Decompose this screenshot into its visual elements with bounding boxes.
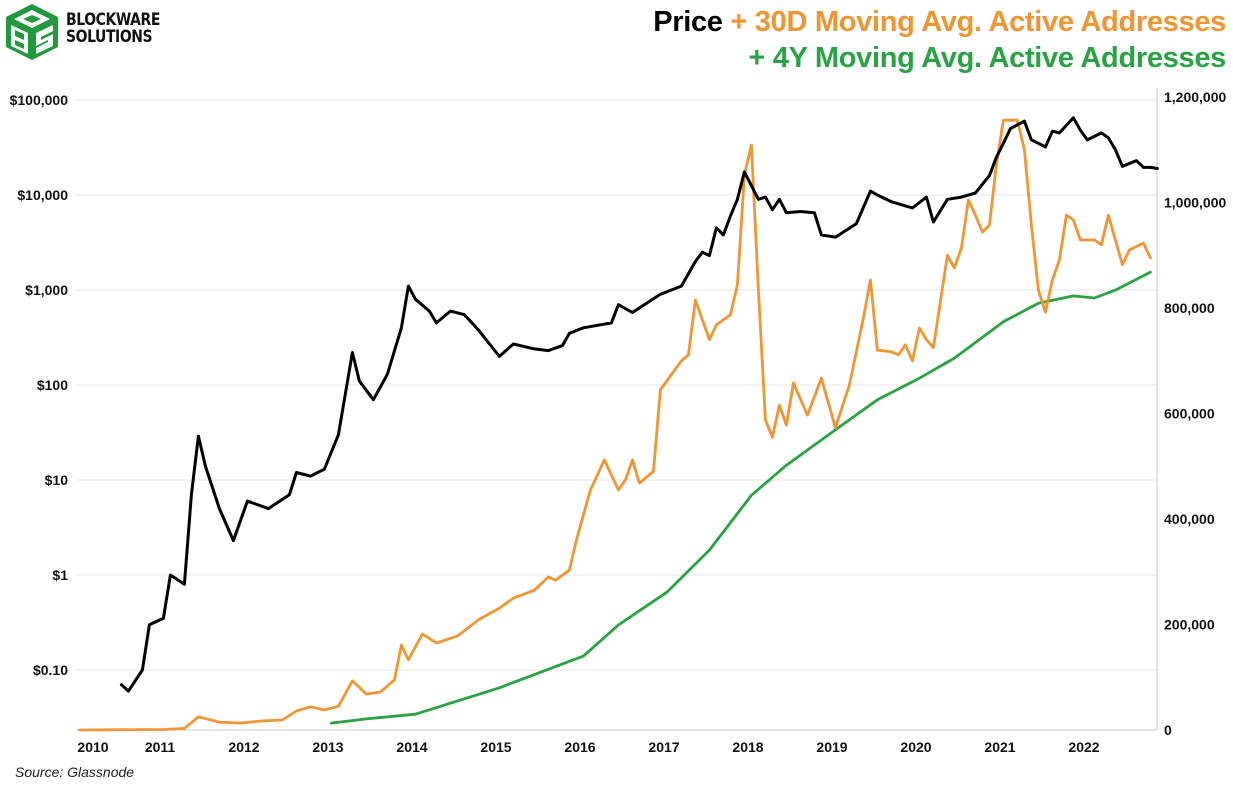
x-tick-label: 2014	[396, 739, 427, 755]
right-tick-label: 1,200,000	[1164, 89, 1226, 105]
series-line-ma4y	[330, 270, 1152, 725]
right-tick-label: 200,000	[1164, 617, 1215, 633]
brand-line2: SOLUTIONS	[66, 27, 153, 47]
left-axis-ticks: $100,000 $10,000 $1,000 $100 $10 $1 $0.10	[10, 92, 69, 678]
left-tick-label: $10,000	[17, 187, 68, 203]
series-lines	[78, 116, 1159, 732]
series-line-price	[119, 116, 1159, 693]
left-tick-label: $1,000	[25, 282, 68, 298]
x-tick-label: 2020	[900, 739, 931, 755]
title-30d-ma: + 30D Moving Avg. Active Addresses	[722, 6, 1226, 38]
x-axis-ticks: 2010 2011 2012 2013 2014 2015 2016 2017 2018 2019…	[77, 739, 1099, 755]
x-tick-label: 2013	[312, 739, 343, 755]
left-tick-label: $0.10	[33, 662, 68, 678]
right-tick-label: 1,000,000	[1164, 195, 1226, 211]
x-tick-label: 2019	[816, 739, 847, 755]
brand-name: BLOCKWARE SOLUTIONS	[66, 12, 160, 46]
chart-title-line2: + 4Y Moving Avg. Active Addresses	[748, 42, 1226, 74]
x-tick-label: 2022	[1068, 739, 1099, 755]
x-tick-label: 2015	[480, 739, 511, 755]
x-tick-label: 2010	[77, 739, 108, 755]
right-tick-label: 400,000	[1164, 511, 1215, 527]
source-note: Source: Glassnode	[15, 764, 135, 780]
right-tick-label: 0	[1164, 722, 1172, 738]
title-price: Price	[653, 6, 723, 38]
left-tick-label: $10	[45, 472, 69, 488]
chart-title-line1: Price + 30D Moving Avg. Active Addresses	[653, 6, 1226, 39]
series-line-ma30	[78, 118, 1152, 732]
x-tick-label: 2011	[145, 739, 176, 755]
x-tick-label: 2016	[564, 739, 595, 755]
right-tick-label: 600,000	[1164, 406, 1215, 422]
x-tick-label: 2021	[984, 739, 1015, 755]
left-tick-label: $100,000	[10, 92, 69, 108]
x-tick-label: 2012	[228, 739, 259, 755]
left-tick-label: $100	[37, 377, 68, 393]
right-tick-label: 800,000	[1164, 300, 1215, 316]
x-tick-label: 2017	[648, 739, 679, 755]
blockware-logo	[6, 4, 58, 60]
left-tick-label: $1	[52, 567, 68, 583]
gridlines	[76, 99, 1157, 671]
x-tick-label: 2018	[732, 739, 763, 755]
brand-line1: BLOCKWARE	[66, 10, 161, 30]
right-axis-ticks: 1,200,000 1,000,000 800,000 600,000 400,000 2…	[1164, 89, 1226, 738]
